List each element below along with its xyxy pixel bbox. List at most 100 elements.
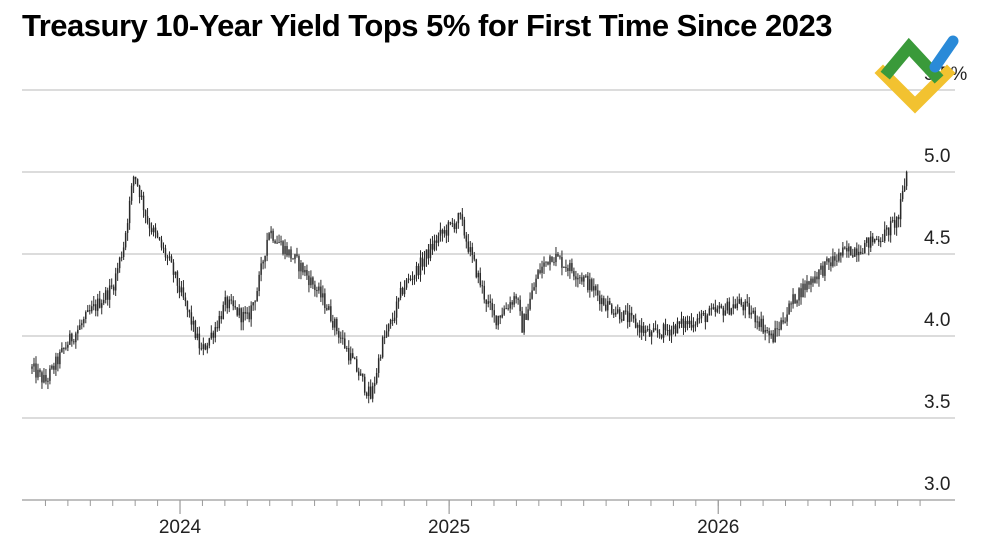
candle: [395, 296, 398, 325]
candle: [812, 276, 814, 287]
candle: [752, 307, 754, 315]
candle: [116, 262, 119, 281]
candle-body: [164, 248, 167, 258]
candle-body: [47, 380, 49, 382]
candle: [373, 376, 376, 394]
candle: [746, 294, 748, 307]
candle: [371, 382, 374, 403]
candle-body: [832, 256, 834, 267]
candle-body: [754, 310, 756, 323]
brand-logo: [874, 35, 959, 114]
candle-body: [363, 376, 366, 393]
candle-body: [728, 301, 731, 315]
candle: [575, 270, 577, 287]
candle-body: [688, 320, 691, 325]
candle-body: [748, 303, 750, 315]
candle-body: [616, 309, 619, 313]
candle: [587, 272, 589, 293]
candle-body: [224, 297, 226, 305]
candle: [69, 330, 71, 345]
brand-logo-blue-bar: [929, 35, 959, 73]
candle: [45, 368, 47, 385]
candle: [118, 256, 121, 273]
candle-body: [188, 309, 191, 313]
candle-body: [439, 229, 442, 236]
candle-body: [246, 312, 248, 314]
candle-body: [326, 308, 328, 310]
candle: [605, 298, 607, 312]
candle-body: [720, 305, 723, 308]
candle-body: [310, 277, 312, 286]
candle: [628, 304, 631, 327]
candle-body: [260, 263, 262, 275]
candle: [77, 325, 79, 341]
candle: [154, 223, 157, 239]
candle: [365, 391, 368, 399]
candle-body: [367, 386, 370, 396]
candle: [519, 295, 521, 316]
candle-body: [656, 329, 659, 333]
candle: [168, 251, 171, 261]
candle: [184, 292, 187, 307]
candle: [854, 247, 856, 257]
candle-body: [184, 297, 187, 302]
candle: [583, 274, 585, 288]
candle: [186, 300, 189, 318]
candle: [656, 324, 659, 338]
candle: [459, 212, 462, 220]
chart-title: Treasury 10-Year Yield Tops 5% for First…: [22, 8, 832, 43]
candle-body: [744, 301, 746, 311]
candle-body: [433, 240, 436, 250]
candle-body: [284, 246, 286, 254]
candle-body: [854, 248, 856, 257]
candle-body: [489, 301, 491, 303]
candle: [620, 312, 623, 323]
candle: [828, 258, 830, 270]
candle-body: [856, 248, 858, 256]
candle-body: [252, 302, 254, 306]
candle: [782, 312, 784, 325]
candle-body: [776, 328, 778, 330]
candle: [567, 264, 569, 277]
candle: [868, 237, 870, 256]
candle-body: [575, 276, 577, 280]
candle: [114, 267, 117, 296]
candle-body: [806, 281, 808, 290]
candle-body: [507, 308, 509, 310]
candle-body: [543, 262, 545, 267]
candle: [262, 259, 264, 270]
candle-body: [87, 310, 89, 313]
candle: [421, 252, 424, 271]
candle: [557, 251, 559, 257]
candle-body: [282, 241, 284, 254]
candle-body: [393, 317, 396, 321]
candle-body: [858, 251, 860, 256]
candle: [250, 301, 252, 327]
candle-body: [375, 372, 378, 384]
candle-body: [218, 315, 221, 329]
candle: [634, 313, 637, 329]
candle: [47, 377, 49, 390]
candle-body: [889, 221, 892, 236]
candle-body: [642, 325, 645, 334]
candle-body: [296, 254, 298, 257]
candle: [457, 212, 460, 229]
candle-body: [152, 227, 155, 233]
candle-body: [571, 263, 573, 272]
candle-body: [373, 383, 376, 387]
candle: [296, 247, 298, 258]
candle-body: [810, 278, 812, 285]
candle-body: [116, 268, 119, 274]
candle: [877, 236, 880, 246]
candle: [875, 235, 878, 241]
candle-body: [770, 333, 772, 336]
candle-body: [423, 259, 426, 267]
candle-body: [202, 344, 205, 349]
candle: [682, 316, 685, 335]
candle: [702, 310, 705, 316]
candle: [565, 259, 567, 272]
candle: [33, 357, 35, 373]
candle-body: [873, 238, 876, 243]
candle: [57, 353, 59, 372]
candle: [379, 354, 382, 361]
